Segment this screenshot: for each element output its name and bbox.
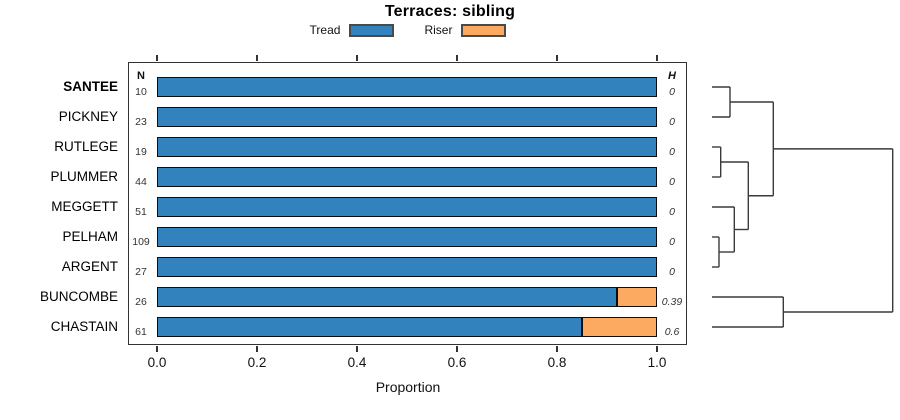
legend: Tread Riser bbox=[128, 23, 688, 37]
n-value: 61 bbox=[135, 326, 147, 338]
x-axis-tick-bottom bbox=[456, 346, 458, 352]
x-axis-tick-top bbox=[456, 55, 458, 61]
n-value: 27 bbox=[135, 266, 147, 278]
x-axis-tick-label: 0.8 bbox=[547, 355, 567, 370]
x-axis-tick-label: 0.6 bbox=[447, 355, 467, 370]
n-value: 109 bbox=[132, 236, 150, 248]
h-value: 0 bbox=[669, 176, 675, 188]
x-axis-tick-bottom bbox=[256, 346, 258, 352]
x-axis-tick-label: 0.4 bbox=[347, 355, 367, 370]
chart-title: Terraces: sibling bbox=[384, 3, 516, 20]
x-axis-tick-top bbox=[256, 55, 258, 61]
x-axis-tick-bottom bbox=[356, 346, 358, 352]
x-axis-tick-label: 0.0 bbox=[147, 355, 167, 370]
bar-segment-tread bbox=[157, 167, 657, 187]
h-value: 0.6 bbox=[664, 326, 680, 338]
legend-item-riser: Riser bbox=[424, 23, 507, 37]
row-label: PELHAM bbox=[62, 229, 118, 244]
n-value: 44 bbox=[135, 176, 147, 188]
x-axis-tick-top bbox=[356, 55, 358, 61]
n-column-header: N bbox=[137, 70, 145, 82]
legend-item-tread: Tread bbox=[310, 23, 395, 37]
bar-segment-tread bbox=[157, 77, 657, 97]
row-label: RUTLEGE bbox=[54, 139, 118, 154]
row-label: ARGENT bbox=[61, 259, 118, 274]
x-axis-tick-bottom bbox=[156, 346, 158, 352]
row-label: PICKNEY bbox=[58, 109, 118, 124]
legend-label-riser: Riser bbox=[424, 23, 453, 37]
x-axis-tick-top bbox=[656, 55, 658, 61]
h-value: 0 bbox=[669, 236, 675, 248]
n-value: 23 bbox=[135, 116, 147, 128]
bar-segment-tread bbox=[157, 107, 657, 127]
row-label: BUNCOMBE bbox=[39, 289, 118, 304]
x-axis-tick-label: 0.2 bbox=[247, 355, 267, 370]
h-value: 0 bbox=[669, 146, 675, 158]
h-value: 0 bbox=[669, 86, 675, 98]
x-axis-tick-bottom bbox=[556, 346, 558, 352]
n-value: 26 bbox=[135, 296, 147, 308]
bar-segment-riser bbox=[582, 317, 657, 337]
bar-segment-tread bbox=[157, 287, 617, 307]
bar-segment-tread bbox=[157, 197, 657, 217]
h-column-header: H bbox=[668, 70, 676, 82]
h-value: 0 bbox=[669, 266, 675, 278]
legend-label-tread: Tread bbox=[309, 23, 341, 37]
bar-segment-tread bbox=[157, 257, 657, 277]
legend-swatch-tread bbox=[349, 23, 395, 37]
row-label: MEGGETT bbox=[51, 199, 118, 214]
bar-segment-tread bbox=[157, 227, 657, 247]
row-label: CHASTAIN bbox=[50, 319, 118, 334]
x-axis-tick-label: 1.0 bbox=[647, 355, 667, 370]
bar-segment-tread bbox=[157, 137, 657, 157]
h-value: 0 bbox=[669, 206, 675, 218]
plot-area bbox=[128, 62, 687, 345]
x-axis-label: Proportion bbox=[375, 379, 441, 395]
x-axis-tick-top bbox=[156, 55, 158, 61]
h-value: 0.39 bbox=[661, 296, 683, 308]
x-axis-tick-bottom bbox=[656, 346, 658, 352]
bar-segment-riser bbox=[617, 287, 657, 307]
row-label: PLUMMER bbox=[50, 169, 118, 184]
n-value: 51 bbox=[135, 206, 147, 218]
n-value: 19 bbox=[135, 146, 147, 158]
n-value: 10 bbox=[135, 86, 147, 98]
bar-segment-tread bbox=[157, 317, 582, 337]
row-label: SANTEE bbox=[63, 79, 118, 94]
x-axis-tick-top bbox=[556, 55, 558, 61]
legend-swatch-riser bbox=[461, 23, 507, 37]
h-value: 0 bbox=[669, 116, 675, 128]
